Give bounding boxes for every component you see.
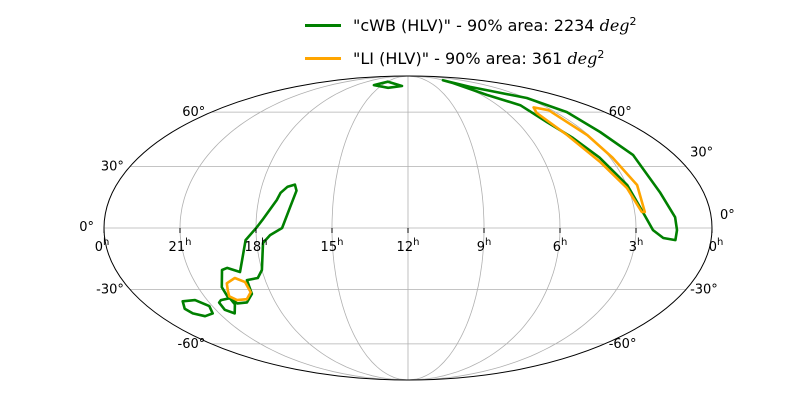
ra-tick-label: 6h bbox=[553, 237, 568, 255]
legend-label: "LI (HLV)" - 90% area: 361 bbox=[353, 49, 563, 68]
cwb-contour bbox=[181, 298, 214, 318]
tick-labels: 0h 21h 18h 15h 12h 9h 6h 3h 0h 60° 60° 30° 30° 0° 0° -3… bbox=[79, 105, 735, 352]
dec-tick-label-right: -60° bbox=[609, 337, 637, 352]
dec-tick-label-left: 0° bbox=[79, 220, 94, 235]
ra-tick-label: 0h bbox=[95, 237, 110, 255]
legend-swatch-green bbox=[305, 24, 341, 27]
ra-tick-label: 18h bbox=[245, 237, 268, 255]
legend-unit: deg bbox=[599, 16, 630, 35]
cwb-contour bbox=[372, 80, 404, 90]
cwb-contour bbox=[220, 183, 298, 305]
dec-tick-label-left: -30° bbox=[96, 282, 124, 297]
contours bbox=[181, 78, 679, 318]
li-contour bbox=[225, 276, 252, 302]
dec-tick-label-left: 30° bbox=[101, 160, 124, 175]
dec-tick-label-right: -30° bbox=[690, 282, 718, 297]
legend-item-cwb: "cWB (HLV)" - 90% area: 2234 deg 2 bbox=[305, 15, 637, 35]
ra-tick-label: 12h bbox=[397, 237, 420, 255]
legend-exp: 2 bbox=[629, 15, 637, 28]
legend-exp: 2 bbox=[597, 48, 605, 61]
legend-label: "cWB (HLV)" - 90% area: 2234 bbox=[353, 16, 595, 35]
li-contour bbox=[532, 106, 647, 214]
legend-item-li: "LI (HLV)" - 90% area: 361 deg 2 bbox=[305, 48, 605, 68]
dec-tick-label-left: -60° bbox=[178, 337, 206, 352]
dec-tick-label-right: 60° bbox=[609, 105, 632, 120]
legend-swatch-orange bbox=[305, 57, 341, 60]
ra-tick-label: 3h bbox=[629, 237, 644, 255]
ra-tick-label: 21h bbox=[169, 237, 192, 255]
ra-tick-label: 15h bbox=[321, 237, 344, 255]
legend-unit: deg bbox=[567, 49, 598, 68]
dec-tick-label-left: 60° bbox=[182, 105, 205, 120]
cwb-contour bbox=[441, 78, 679, 242]
cwb-contour bbox=[217, 296, 237, 315]
dec-tick-label-right: 0° bbox=[720, 208, 735, 223]
ra-tick-label: 9h bbox=[477, 237, 492, 255]
ra-tick-label: 0h bbox=[709, 237, 724, 255]
dec-tick-label-right: 30° bbox=[690, 146, 713, 161]
